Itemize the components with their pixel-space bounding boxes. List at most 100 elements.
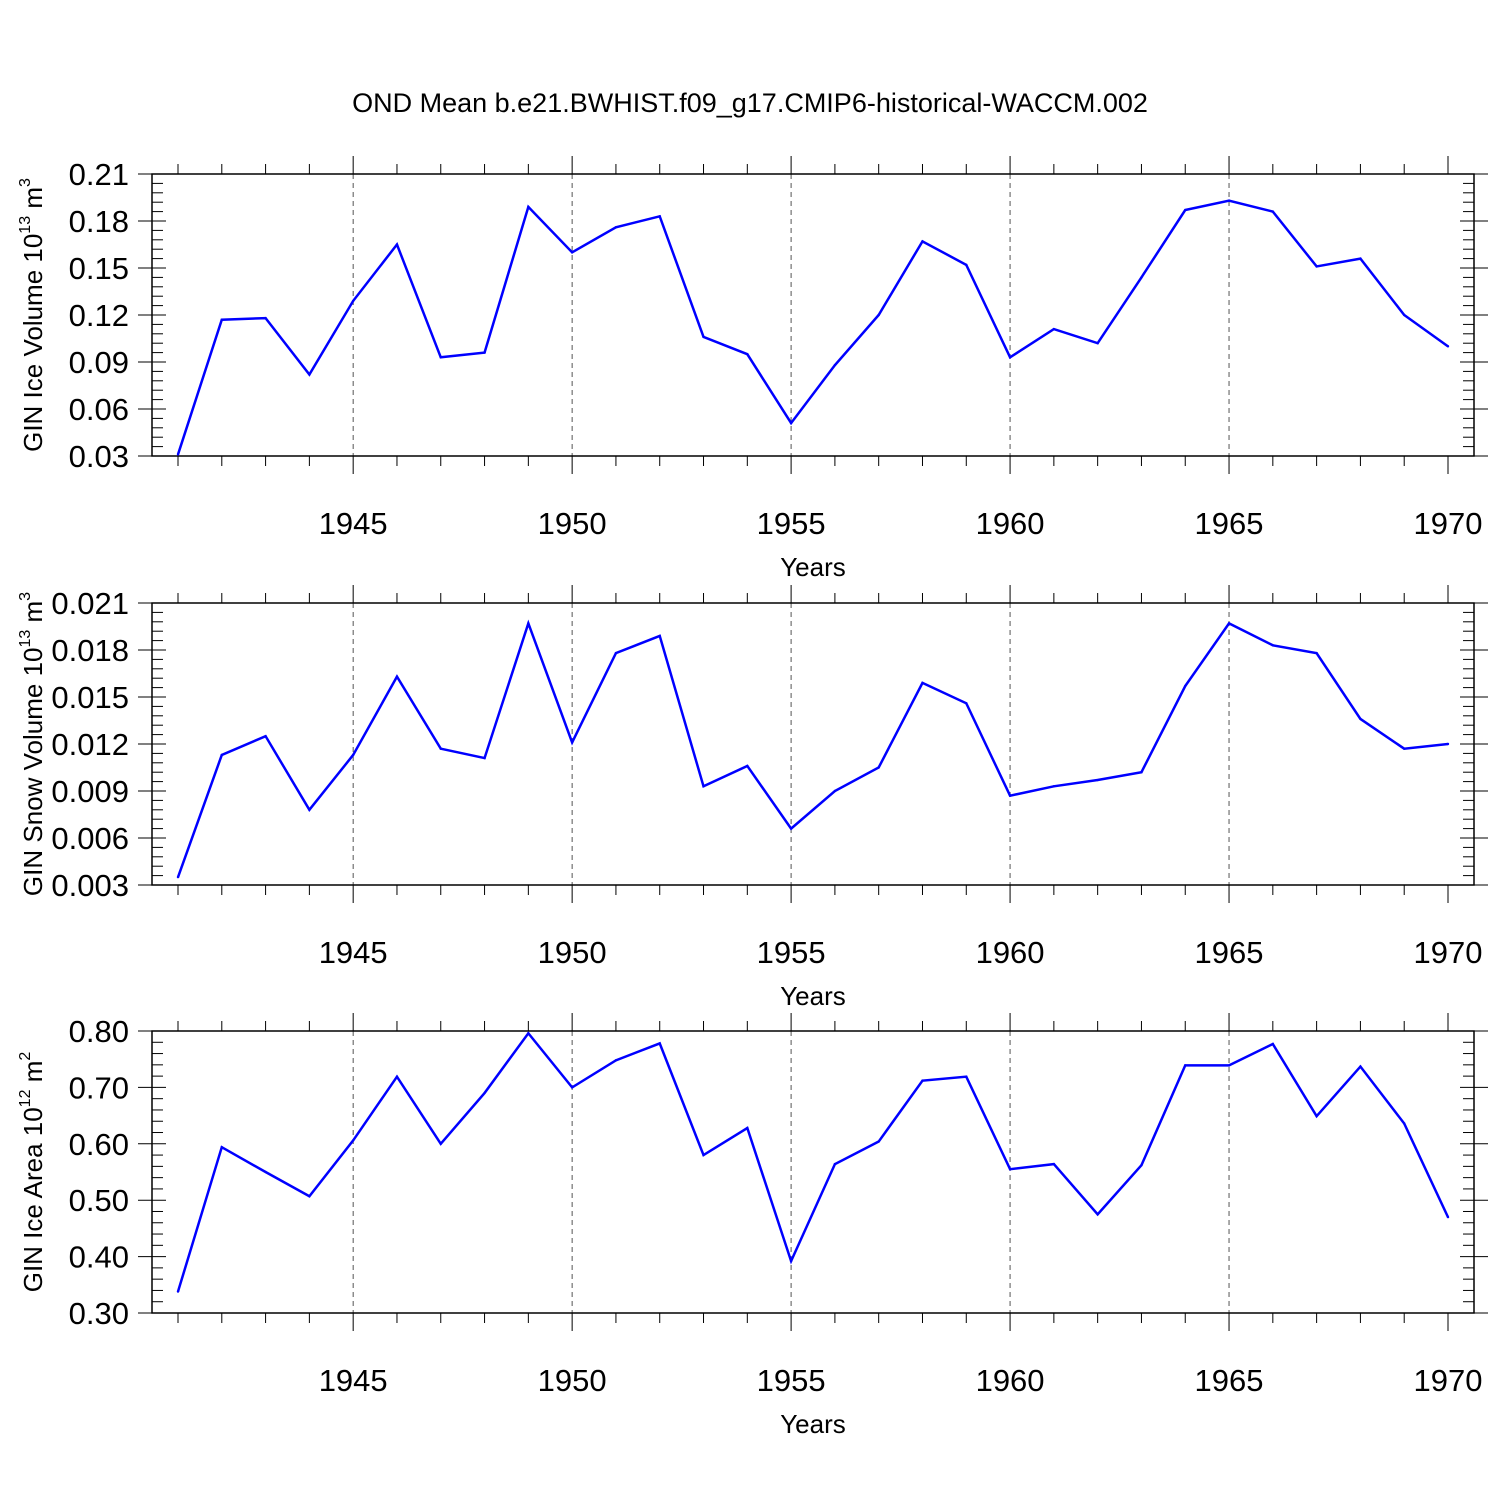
data-point	[483, 1091, 486, 1095]
y-tick-label: 0.006	[51, 821, 129, 856]
data-point	[395, 675, 399, 678]
data-point	[965, 702, 968, 705]
series-line-ice-area	[176, 1031, 1450, 1292]
y-tick-label: 0.18	[69, 204, 129, 239]
panel-snow-volume: 0.003 0.006 0.009 0.012 0.015 0.018 0.021 1945 1…	[17, 585, 1488, 1011]
y-tick-label: 0.40	[69, 1240, 129, 1275]
data-point	[1184, 1064, 1187, 1067]
y-tick-label: 0.03	[69, 439, 129, 474]
data-point	[965, 263, 968, 267]
data-point	[570, 251, 574, 254]
data-point	[1359, 257, 1362, 260]
data-point	[1446, 1215, 1450, 1219]
data-point	[877, 766, 880, 769]
data-point	[1227, 622, 1231, 625]
data-point	[1271, 644, 1275, 647]
x-tick-label-1945: 1945	[319, 1363, 388, 1398]
y-tick-label: 0.009	[51, 774, 129, 809]
data-point	[1403, 747, 1406, 750]
panel-ice-area: 0.30 0.40 0.50 0.60 0.70 0.80 1945 1950 1955 1960…	[17, 1013, 1488, 1439]
data-point	[439, 356, 442, 359]
x-tick-label-1950: 1950	[538, 1363, 607, 1398]
x-tick-label-1945: 1945	[319, 935, 388, 970]
x-tick-label-1950: 1950	[538, 935, 607, 970]
data-point	[702, 335, 705, 339]
data-point	[921, 1079, 924, 1082]
data-point	[921, 240, 924, 243]
y-label-exponent: 13	[17, 216, 34, 234]
x-tick-label-1965: 1965	[1195, 506, 1264, 541]
panel-ice-volume: 0.03 0.06 0.09 0.12 0.15 0.18 0.21 1945 1950 1955…	[17, 156, 1488, 582]
data-point	[1184, 684, 1187, 688]
y-tick-label: 0.015	[51, 680, 129, 715]
data-point	[877, 313, 880, 317]
y-axis-label: GIN Ice Volume 1013 m3	[17, 178, 48, 452]
data-point	[614, 651, 618, 655]
data-point	[1096, 778, 1099, 782]
data-point	[483, 756, 486, 760]
data-point	[921, 681, 924, 685]
data-point	[1008, 794, 1012, 797]
x-axis-label: Years	[780, 552, 846, 582]
y-label-exponent: 13	[17, 630, 34, 648]
data-point	[965, 1075, 968, 1078]
data-point	[1052, 327, 1056, 331]
data-point	[351, 753, 355, 757]
data-point	[833, 1162, 837, 1166]
y-label-unit-exponent: 3	[17, 592, 34, 601]
y-tick-label: 0.003	[51, 868, 129, 903]
data-point	[746, 764, 749, 768]
data-point	[264, 1170, 267, 1174]
y-tick-label: 0.50	[69, 1183, 129, 1218]
x-axis-label: Years	[780, 981, 846, 1011]
y-tick-label: 0.21	[69, 157, 129, 192]
y-tick-label: 0.15	[69, 251, 129, 286]
x-tick-label-1955: 1955	[757, 1363, 826, 1398]
data-point	[877, 1140, 880, 1143]
x-axis-label: Years	[780, 1409, 846, 1439]
data-point	[220, 1145, 223, 1149]
y-tick-label: 0.09	[69, 345, 129, 380]
y-label-main: GIN Snow Volume 10	[18, 648, 48, 897]
data-point	[789, 827, 793, 830]
x-tick-label-1965: 1965	[1195, 1363, 1264, 1398]
x-tick-label-1960: 1960	[976, 935, 1045, 970]
x-tick-label-1945: 1945	[319, 506, 388, 541]
data-point	[1096, 1213, 1099, 1216]
x-tick-label-1955: 1955	[757, 935, 826, 970]
x-tick-label-1970: 1970	[1414, 1363, 1483, 1398]
y-label-unit: m	[18, 187, 48, 216]
data-point	[264, 734, 267, 738]
chart-title: OND Mean b.e21.BWHIST.f09_g17.CMIP6-hist…	[352, 88, 1148, 118]
data-point	[1140, 276, 1143, 279]
data-point	[308, 373, 311, 376]
y-label-unit-exponent: 2	[17, 1052, 34, 1061]
data-point	[1315, 265, 1318, 268]
data-point	[1403, 313, 1406, 317]
x-tick-label-1960: 1960	[976, 506, 1045, 541]
y-label-main: GIN Ice Volume 10	[18, 234, 48, 452]
data-point	[439, 1142, 442, 1146]
data-point	[614, 226, 618, 229]
data-point	[570, 741, 574, 744]
y-tick-label: 0.021	[51, 586, 129, 621]
y-tick-label: 0.60	[69, 1127, 129, 1162]
x-tick-label-1965: 1965	[1195, 935, 1264, 970]
data-point	[789, 421, 793, 425]
x-tick-label-1970: 1970	[1414, 506, 1483, 541]
data-point	[483, 351, 486, 354]
data-point	[351, 1139, 355, 1142]
y-tick-label: 0.30	[69, 1296, 129, 1331]
y-tick-label: 0.12	[69, 298, 129, 333]
series-line-snow-volume	[176, 619, 1449, 878]
data-point	[1359, 717, 1362, 721]
data-point	[833, 789, 837, 793]
data-point	[702, 1153, 705, 1157]
y-label-unit: m	[18, 601, 48, 630]
series-line-ice-volume	[176, 199, 1449, 455]
data-point	[176, 875, 180, 879]
x-tick-label-1960: 1960	[976, 1363, 1045, 1398]
data-point	[1008, 356, 1012, 359]
x-tick-label-1970: 1970	[1414, 935, 1483, 970]
data-point	[1446, 345, 1450, 348]
